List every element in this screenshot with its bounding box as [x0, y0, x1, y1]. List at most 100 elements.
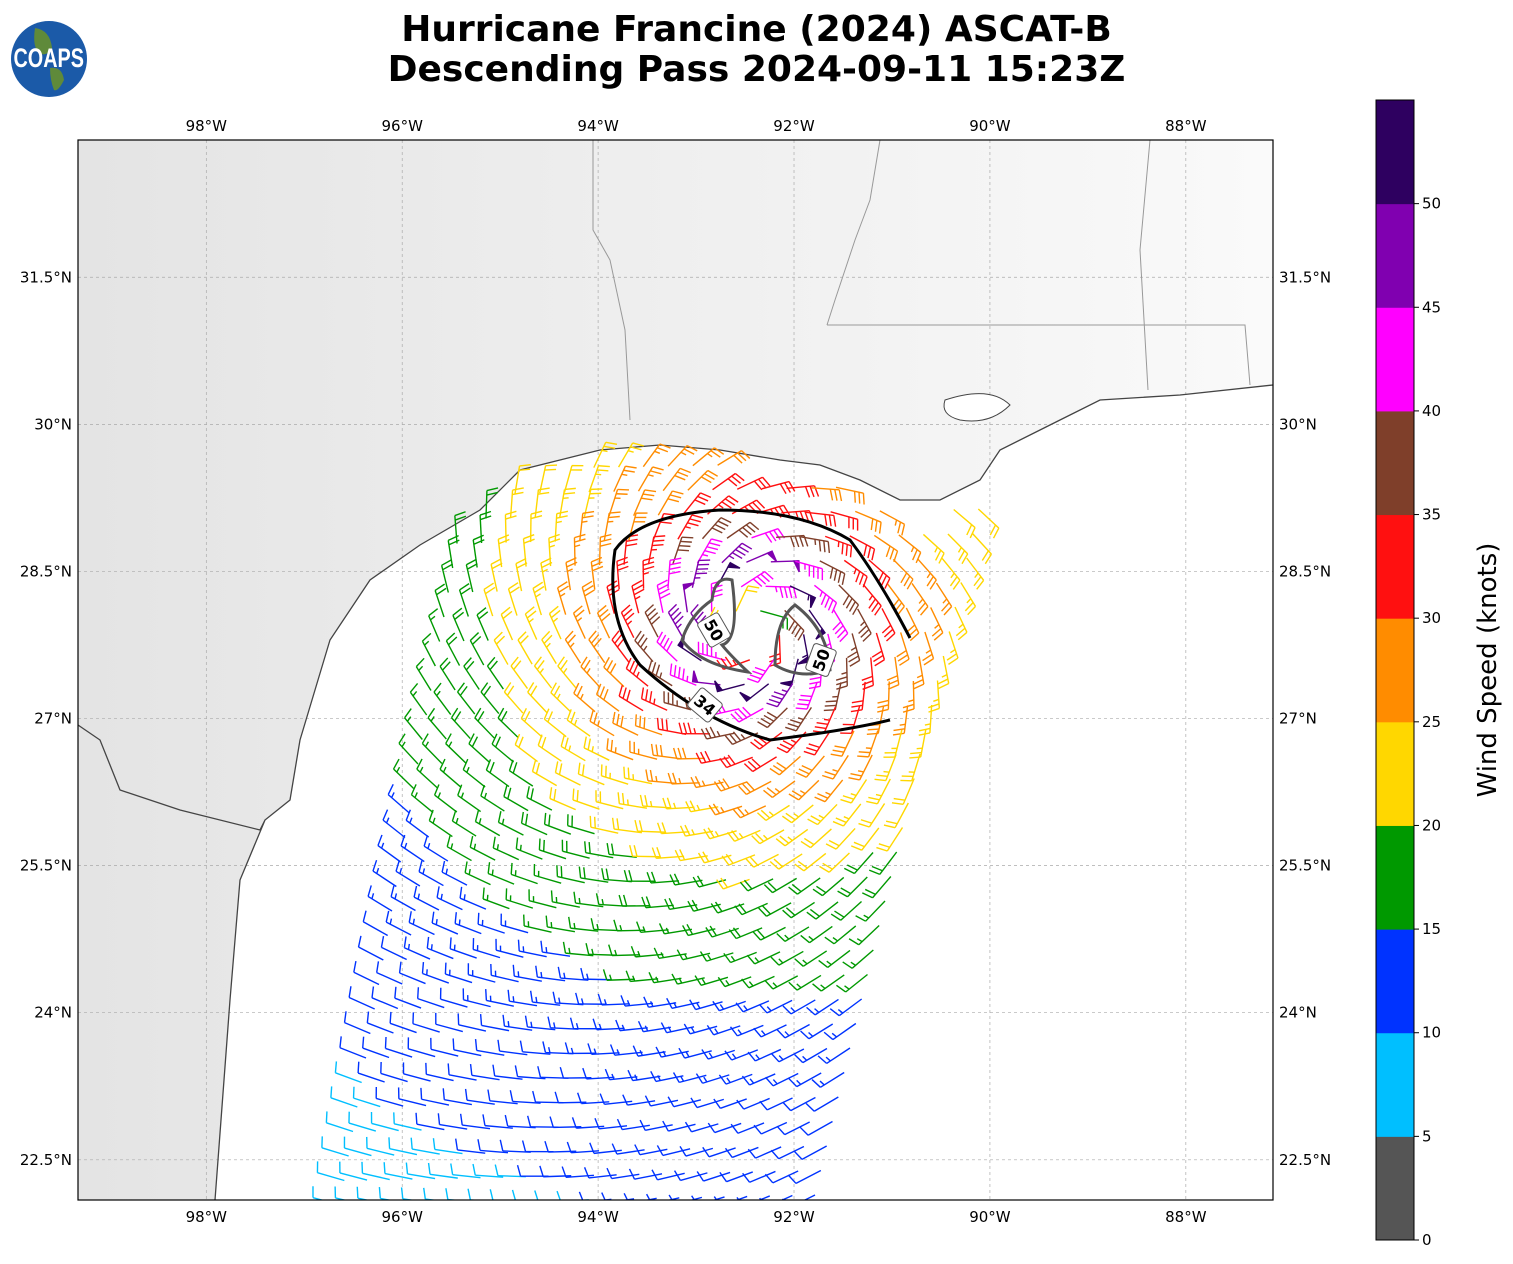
wind-barb: [765, 1072, 799, 1087]
wind-barb: [776, 926, 810, 943]
wind-barb: [316, 1161, 345, 1182]
wind-barb: [953, 508, 976, 539]
wind-barb: [927, 680, 940, 713]
wind-barb: [850, 827, 880, 851]
wind-barb: [634, 630, 654, 663]
wind-barb: [548, 605, 562, 640]
wind-barb: [578, 866, 609, 883]
wind-barb: [522, 534, 535, 567]
wind-barb: [770, 950, 804, 966]
wind-barb: [642, 443, 671, 468]
wind-barb: [656, 631, 678, 662]
wind-barb: [954, 606, 968, 641]
wind-barb: [561, 839, 590, 859]
wind-barb: [599, 1093, 633, 1105]
wind-barb: [664, 897, 698, 911]
wind-barb: [410, 784, 434, 814]
wind-barb: [366, 1011, 394, 1034]
wind-barb: [598, 533, 612, 566]
wind-barb: [678, 722, 711, 735]
wind-barb: [449, 937, 477, 959]
wind-barb: [589, 815, 619, 834]
wind-barb: [673, 1170, 708, 1182]
left-lat-label: 24°N: [34, 1004, 72, 1022]
wind-barb: [766, 682, 794, 708]
wind-barb: [823, 1022, 857, 1041]
wind-barb: [662, 1120, 696, 1132]
colorbar-label: Wind Speed (knots): [1473, 542, 1503, 798]
wind-barb: [543, 708, 567, 738]
wind-barb: [803, 731, 831, 756]
wind-barb: [647, 535, 666, 565]
wind-barb: [520, 811, 548, 836]
wind-barb: [472, 1163, 504, 1178]
wind-barb: [662, 797, 695, 810]
wind-barb: [806, 901, 839, 920]
wind-barb: [718, 1073, 753, 1085]
wind-barb: [561, 1166, 594, 1179]
wind-barb: [838, 584, 860, 616]
wind-barb: [454, 511, 467, 544]
coastline: [78, 384, 1273, 1200]
contour-34kt: [611, 508, 912, 742]
wind-barb: [660, 1022, 695, 1034]
wind-barb: [966, 557, 985, 590]
wind-barb: [495, 938, 524, 958]
wind-barb: [566, 709, 591, 737]
wind-barb: [713, 778, 748, 792]
wind-barb: [656, 579, 671, 613]
wind-barb: [747, 1146, 782, 1159]
wind-barb: [735, 1000, 770, 1013]
wind-barb: [557, 656, 577, 689]
wind-barb: [830, 900, 862, 921]
wind-barb: [474, 707, 495, 739]
wind-barb: [657, 490, 684, 516]
wind-barb: [457, 784, 482, 813]
wind-barb: [544, 1141, 577, 1153]
colorbar-swatch: [1376, 1032, 1414, 1137]
contour-50kt-east: [773, 603, 832, 676]
wind-barb: [548, 533, 561, 567]
wind-barb: [858, 803, 886, 828]
wind-barb: [528, 889, 557, 909]
wind-barb: [800, 925, 833, 944]
wind-barb: [507, 989, 538, 1007]
left-lat-label: 28.5°N: [20, 562, 72, 580]
wind-barb: [487, 1089, 518, 1105]
wind-barb: [604, 1068, 638, 1081]
wind-barb: [550, 890, 580, 908]
wind-barb: [830, 730, 855, 757]
wind-barb: [690, 1097, 725, 1109]
wind-barb: [769, 853, 803, 870]
wind-barb: [611, 630, 630, 663]
wind-barb: [655, 1046, 689, 1058]
wind-barb: [917, 558, 937, 590]
wind-barb: [405, 809, 430, 838]
wind-barb: [817, 1047, 851, 1064]
wind-barb: [800, 828, 832, 849]
wind-barb: [446, 835, 472, 862]
wind-barb: [946, 631, 959, 665]
wind-barb: [497, 534, 510, 568]
wind-barb: [795, 560, 824, 581]
wind-barb: [930, 607, 944, 641]
wind-barb: [881, 608, 896, 642]
wind-barb: [452, 607, 465, 642]
wind-barb: [701, 517, 732, 540]
top-lon-label: 90°W: [969, 117, 1011, 135]
wind-barb: [372, 859, 397, 888]
wind-barb: [618, 685, 644, 712]
wind-barb: [717, 450, 751, 466]
wind-barb: [623, 766, 653, 785]
wind-barb: [455, 1138, 486, 1154]
wind-barb: [751, 829, 785, 845]
wind-barb: [672, 1072, 707, 1084]
wind-barb: [576, 1092, 610, 1105]
wind-barb: [622, 1094, 656, 1106]
top-lon-label: 92°W: [773, 117, 815, 135]
wind-barb: [739, 683, 770, 702]
wind-barb: [679, 824, 714, 837]
wind-barb: [667, 1096, 702, 1108]
colorbar-swatch: [1376, 203, 1414, 308]
wind-barb: [334, 1186, 348, 1200]
